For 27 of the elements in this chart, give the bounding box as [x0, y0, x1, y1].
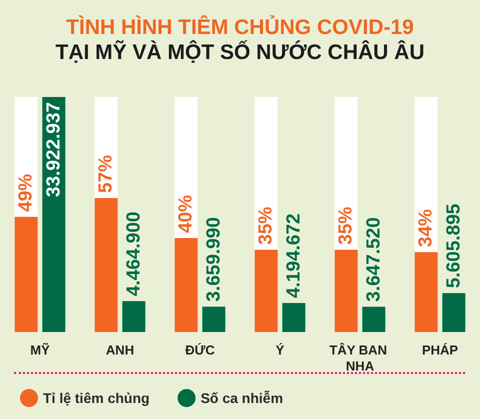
x-tick-label: ANH: [106, 342, 134, 358]
x-tick-label: MỸ: [30, 342, 50, 358]
legend-label: Số ca nhiễm: [200, 390, 284, 406]
x-tick-label: ĐỨC: [185, 342, 216, 358]
bar: [122, 301, 146, 332]
chart-title: TÌNH HÌNH TIÊM CHỦNG COVID-19: [66, 15, 414, 39]
bar: [442, 293, 466, 332]
data-label: 40%: [176, 194, 197, 233]
data-label: 4.194.672: [283, 213, 304, 298]
data-label: 35%: [336, 206, 357, 245]
data-label: 5.605.895: [443, 203, 464, 288]
chart-subtitle: TẠI MỸ VÀ MỘT SỐ NƯỚC CHÂU ÂU: [56, 40, 424, 64]
bar: [202, 306, 226, 332]
legend-label: Tỉ lệ tiêm chủng: [43, 390, 150, 406]
x-tick-label: PHÁP: [422, 342, 458, 358]
bar: [362, 306, 386, 332]
bar: [282, 302, 306, 332]
data-label: 49%: [16, 174, 37, 212]
data-label: 3.647.520: [363, 217, 384, 302]
x-tick-label: Ý: [276, 342, 285, 358]
data-label: 3.659.990: [203, 217, 224, 302]
data-label: 34%: [416, 208, 437, 248]
data-label: 33.922.937: [43, 102, 64, 198]
data-label: 35%: [256, 206, 277, 245]
data-label: 57%: [96, 154, 117, 194]
x-tick-label: TÂY BAN NHA: [329, 342, 391, 374]
data-label: 4.464.900: [123, 212, 144, 296]
